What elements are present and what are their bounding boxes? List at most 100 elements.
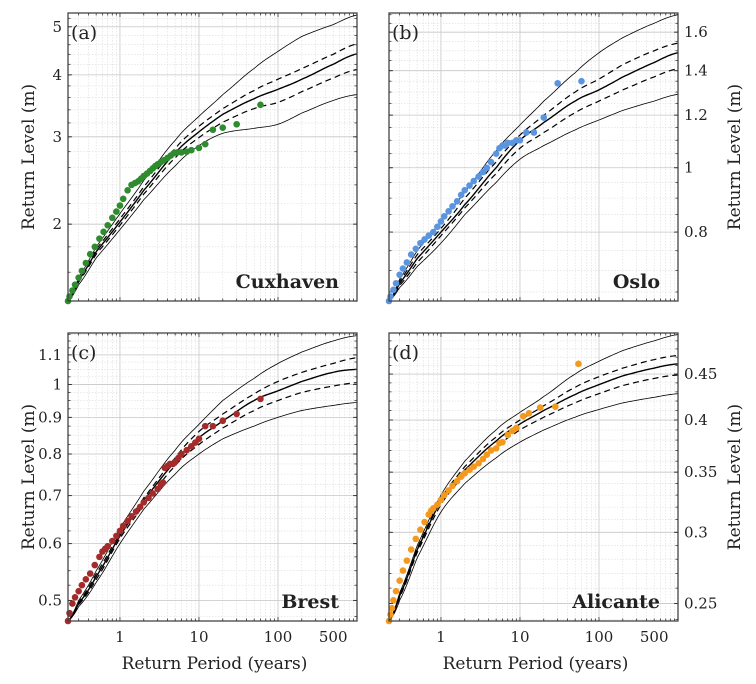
data-point: [82, 576, 90, 583]
curve-lower-95-ci: [388, 93, 679, 302]
panel-letter: (a): [71, 22, 97, 44]
data-point: [575, 360, 582, 368]
y-tick-label: 0.7: [38, 487, 62, 505]
station-name: Cuxhaven: [236, 271, 340, 293]
data-point: [183, 446, 191, 454]
data-point: [504, 139, 512, 147]
observed-points: [64, 395, 264, 625]
data-point: [91, 243, 99, 251]
data-point: [209, 126, 217, 134]
observed-points: [64, 101, 264, 305]
data-point: [128, 513, 135, 520]
data-point: [149, 490, 157, 497]
axes-frame: [67, 332, 358, 622]
data-point: [195, 435, 203, 443]
data-point: [440, 213, 448, 220]
data-point: [119, 522, 127, 530]
y-tick-label: 0.4: [684, 411, 708, 429]
y-tick-label: 0.6: [38, 535, 62, 553]
data-point: [387, 611, 394, 618]
data-point: [461, 186, 469, 194]
data-point: [75, 274, 82, 281]
data-point: [475, 173, 482, 180]
data-point: [69, 287, 76, 294]
data-point: [470, 463, 478, 470]
plot-area: [68, 13, 357, 301]
data-point: [440, 491, 448, 499]
data-point: [195, 144, 203, 152]
data-point: [479, 168, 487, 176]
data-point: [392, 587, 400, 595]
data-point: [219, 124, 227, 131]
data-point: [132, 508, 140, 515]
data-point: [392, 279, 400, 287]
data-point: [201, 422, 209, 430]
curve-lower-68-ci: [388, 374, 679, 622]
y-tick-label: 0.45: [684, 365, 717, 383]
y-tick-label: 1.6: [684, 23, 708, 41]
data-point: [66, 609, 73, 617]
x-tick-label: 10: [189, 628, 208, 646]
data-point: [483, 451, 491, 459]
panel-letter: (d): [392, 342, 419, 364]
data-point: [390, 597, 397, 604]
plot-area: [389, 333, 678, 621]
data-point: [417, 526, 424, 534]
data-point: [233, 120, 240, 128]
panel-letter: (c): [71, 342, 96, 364]
curve-lower-68-ci: [67, 382, 358, 622]
x-axis-label: Return Period (years): [443, 654, 629, 674]
data-point: [66, 293, 73, 300]
data-point: [188, 146, 195, 154]
y-tick-label: 5: [52, 18, 62, 36]
data-point: [445, 487, 452, 494]
y-tick-label: 1: [684, 159, 694, 177]
data-point: [388, 604, 396, 612]
data-point: [396, 271, 403, 279]
data-point: [421, 518, 428, 526]
data-point: [124, 517, 131, 525]
x-tick-label: 10: [510, 628, 529, 646]
data-point: [178, 149, 185, 156]
panel-letter: (b): [392, 22, 419, 44]
data-point: [513, 424, 520, 432]
data-point: [466, 182, 473, 189]
data-point: [412, 535, 420, 543]
data-point: [145, 494, 152, 502]
panel-oslo: 0.8 1 1.2 1.4 1.6 Return Level (m) (b) Oslo: [385, 12, 745, 305]
curve-upper-68-ci: [388, 42, 679, 302]
panel-alicante: 1 10 100 500 Return Period (years) 0.25 0.3 0.3…: [385, 332, 745, 674]
y-axis-label: Return Level (m): [725, 84, 745, 230]
data-point: [434, 501, 441, 508]
data-point: [140, 499, 148, 506]
curve-upper-95-ci: [67, 14, 358, 302]
y-tick-label: 4: [52, 66, 62, 84]
curve-upper-68-ci: [67, 43, 358, 302]
data-point: [457, 191, 465, 199]
data-point: [109, 214, 116, 222]
y-tick-label: 0.5: [38, 591, 62, 609]
station-name: Alicante: [571, 591, 660, 613]
station-name: Brest: [281, 591, 339, 613]
data-point: [75, 587, 82, 595]
data-point: [209, 422, 217, 430]
data-point: [437, 218, 445, 225]
data-point: [178, 450, 185, 458]
data-point: [86, 570, 94, 577]
curve-central-estimate: [67, 53, 358, 302]
data-point: [257, 101, 264, 109]
data-point: [390, 286, 397, 294]
data-point: [519, 412, 527, 420]
panel-brest: 1 10 100 500 Return Period (years) 0.5 0.6 0.7 0…: [19, 332, 358, 674]
data-point: [387, 293, 394, 300]
data-point: [487, 447, 495, 454]
axes-frame: [388, 12, 679, 302]
data-point: [91, 561, 99, 569]
data-point: [219, 417, 227, 425]
plot-area: [389, 13, 678, 301]
data-point: [407, 546, 415, 553]
data-point: [100, 228, 107, 236]
data-point: [71, 281, 79, 289]
data-point: [461, 469, 469, 477]
